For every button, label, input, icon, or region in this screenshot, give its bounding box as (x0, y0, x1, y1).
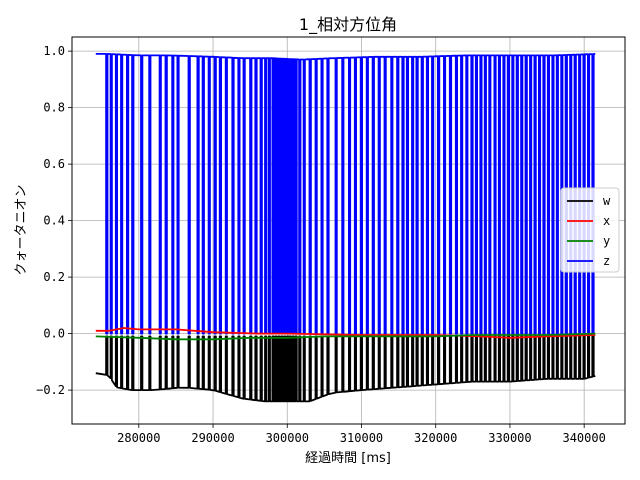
x-tick-label: 320000 (414, 431, 457, 445)
y-tick-label: 0.2 (43, 270, 65, 284)
legend-box (560, 187, 620, 273)
legend-label-y: y (603, 234, 610, 248)
series-line-x (95, 327, 596, 339)
chart-title: 1_相対方位角 (299, 15, 397, 35)
y-tick-label: 0.8 (43, 101, 65, 115)
y-tick-label: 0.4 (43, 214, 65, 228)
y-axis-label: クォータニオン (14, 184, 29, 275)
series-layer (95, 53, 596, 403)
series-line-y (95, 332, 596, 341)
y-tick-label: −0.2 (36, 383, 65, 397)
series-line-w (95, 335, 596, 403)
x-tick-label: 340000 (562, 431, 605, 445)
x-tick-label: 300000 (266, 431, 309, 445)
legend-label-z: z (603, 254, 610, 268)
legend-label-x: x (603, 214, 610, 228)
y-tick-label: 1.0 (43, 44, 65, 58)
x-axis-label: 経過時間 [ms] (305, 451, 391, 466)
series-line-z (95, 53, 596, 335)
y-tick-label: 0.6 (43, 157, 65, 171)
x-tick-label: 330000 (488, 431, 531, 445)
legend-label-w: w (603, 194, 611, 208)
x-tick-label: 310000 (340, 431, 383, 445)
axes-frame (71, 36, 626, 425)
x-tick-label: 280000 (117, 431, 160, 445)
y-tick-label: 0.0 (43, 327, 65, 341)
x-tick-label: 290000 (191, 431, 234, 445)
ticks: 280000 290000 300000 310000 320000 330000 3400… (36, 44, 606, 445)
